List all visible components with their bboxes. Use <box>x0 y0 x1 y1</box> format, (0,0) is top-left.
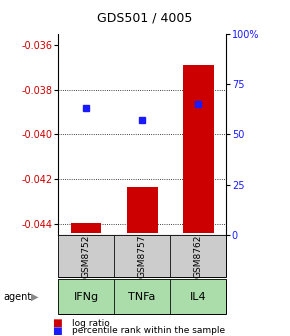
Text: log ratio: log ratio <box>72 319 110 328</box>
Text: GSM8752: GSM8752 <box>81 235 90 278</box>
Bar <box>170 279 226 314</box>
Text: GSM8762: GSM8762 <box>194 235 203 278</box>
Text: IFNg: IFNg <box>73 292 99 301</box>
Text: ▶: ▶ <box>31 292 39 301</box>
Text: GSM8757: GSM8757 <box>137 235 147 278</box>
Bar <box>183 65 213 233</box>
Text: GDS501 / 4005: GDS501 / 4005 <box>97 12 193 25</box>
Bar <box>127 187 157 233</box>
Bar <box>58 235 114 277</box>
Text: TNFa: TNFa <box>128 292 156 301</box>
Text: IL4: IL4 <box>190 292 206 301</box>
Bar <box>114 279 170 314</box>
Text: ■: ■ <box>52 326 62 336</box>
Text: ■: ■ <box>52 318 62 328</box>
Bar <box>58 279 114 314</box>
Bar <box>70 223 102 233</box>
Bar <box>170 235 226 277</box>
Text: percentile rank within the sample: percentile rank within the sample <box>72 327 226 335</box>
Bar <box>114 235 170 277</box>
Text: agent: agent <box>3 292 31 301</box>
